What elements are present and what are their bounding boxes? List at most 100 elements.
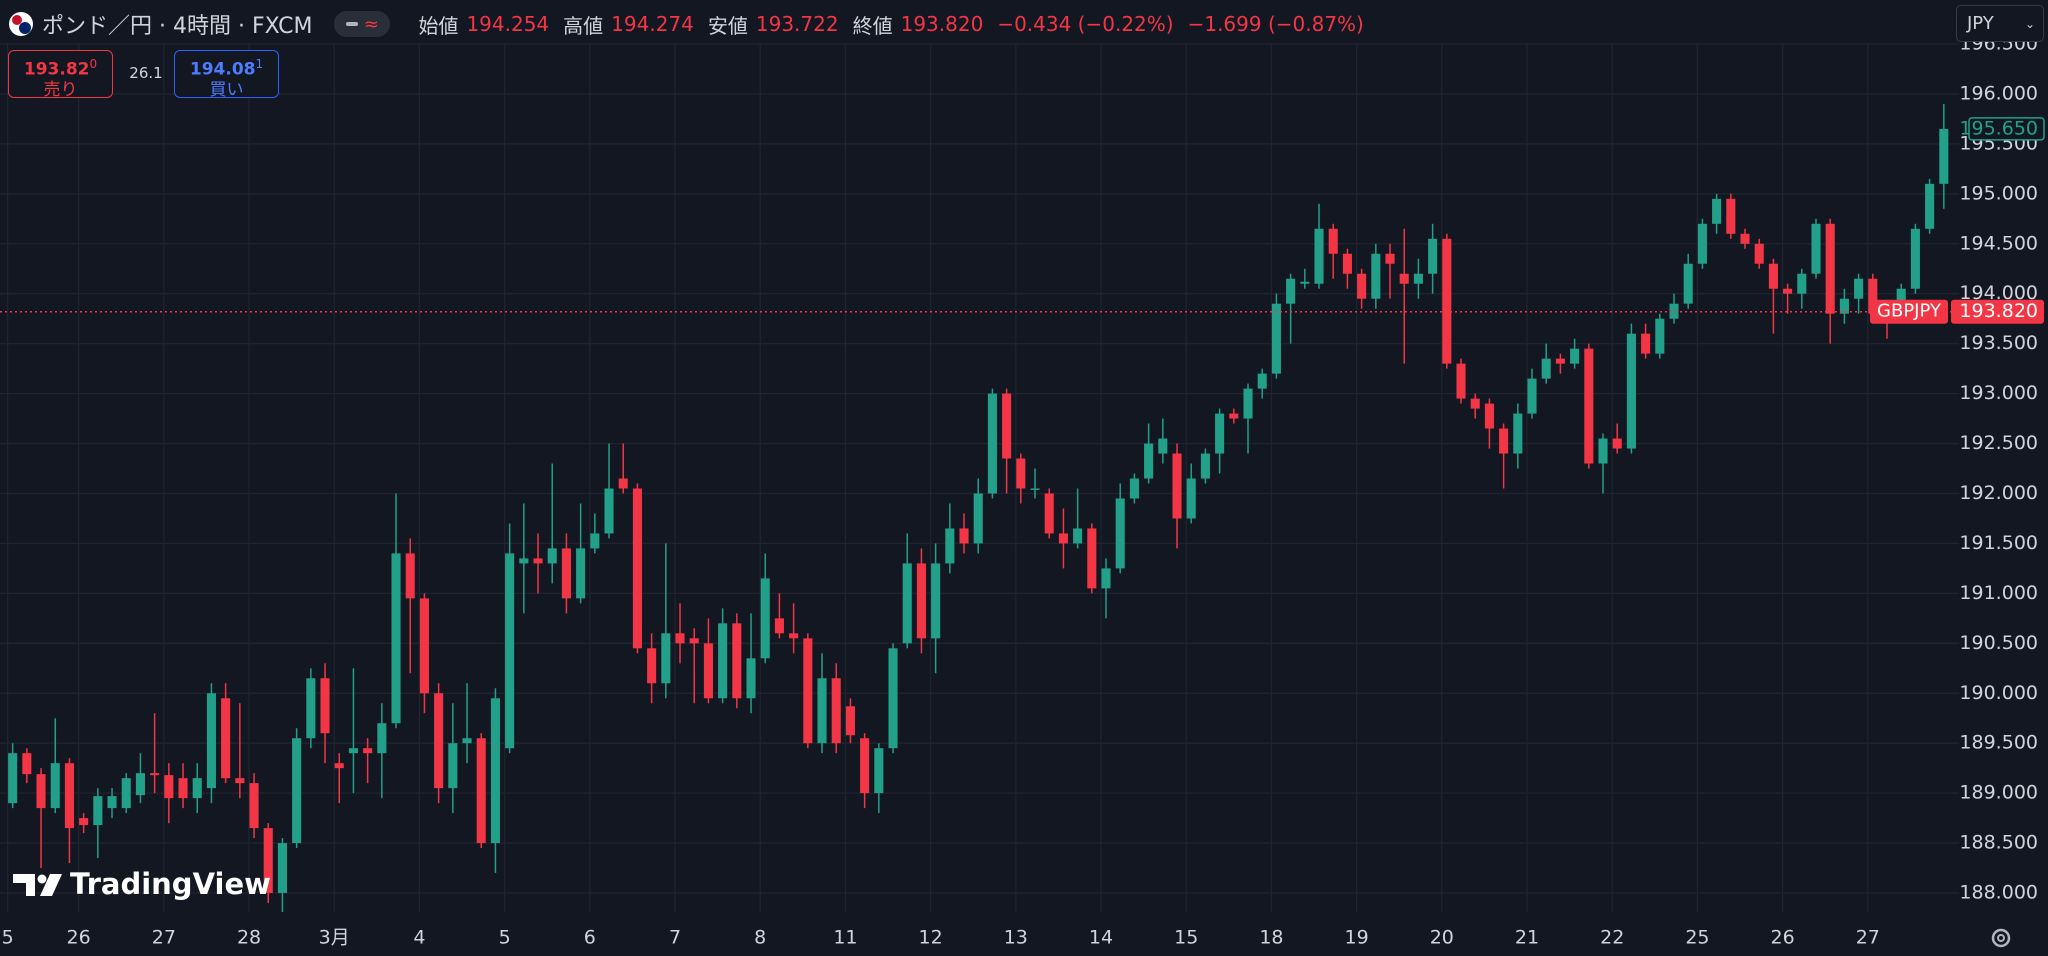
candle-body [1456,363,1466,399]
y-tick-label: 190.500 [1959,632,2038,654]
candle-body [505,553,515,749]
candle-body [1527,378,1537,414]
change: −1.699 (−0.87%) [1187,12,1364,36]
candle-body [476,738,486,844]
candle-body [263,828,273,894]
sell-label: 売り [43,79,78,100]
candle-body [789,633,799,639]
x-tick-label: 14 [1089,927,1113,949]
x-tick-label: 25 [1685,927,1709,949]
y-tick-label: 194.000 [1959,282,2038,304]
legend-bar: ポンド／円 · 4時間 · FXCM ≈ 始値 194.254 高値 194.274… [8,6,1364,42]
candle-body [675,633,685,644]
x-tick-label: 21 [1515,927,1539,949]
candle-body [1854,278,1864,299]
candle-body [1300,281,1310,284]
sell-button[interactable]: 193.820 売り [8,50,113,100]
candle-body [760,578,770,659]
y-tick-label: 193.000 [1959,382,2038,404]
candle-body [1215,413,1225,454]
candle-body [817,678,827,744]
buy-price: 194.08 [189,59,256,80]
plot-area [0,103,1959,912]
candle-body [36,774,46,809]
gear[interactable] [1991,928,2011,948]
y-tick-label: 193.500 [1959,332,2038,354]
high-tag-text: 195.650 [1959,117,2038,139]
candle-body [703,643,713,699]
x-tick-label: 26 [1771,927,1795,949]
candle-body [1570,348,1580,364]
candle-body [1697,223,1707,264]
candle-body [1314,228,1324,284]
candle-body [973,493,983,544]
ohlc-label: 終値 [852,13,893,38]
settings-icon[interactable] [1991,928,2011,948]
toggle[interactable]: ≈ [334,11,391,37]
symbol-tag-text: GBPJPY [1877,301,1942,322]
x-tick-label: 13 [1004,927,1028,949]
candle-body [93,796,103,826]
candle-body [490,698,500,844]
candle-body [1129,478,1139,499]
candle-body [1925,183,1935,229]
candle-body [1328,228,1338,254]
candle-body [604,488,614,534]
grid [0,43,1959,912]
candle-body [803,638,813,744]
candle-body [1740,233,1750,244]
candle-body [448,743,458,789]
candle-body [1229,413,1239,419]
ohlc-label: 始値 [418,13,459,38]
gear-hub [1997,934,2005,942]
candle-body [206,693,216,789]
change: −0.434 (−0.22%) [997,12,1174,36]
currency: JPY [1967,13,1994,34]
candle-body [1172,453,1182,519]
sell-price-sup: 0 [89,57,98,71]
candle-body [1655,318,1665,354]
candle-body [547,548,557,564]
candle-body [1626,333,1636,449]
candle-body [1271,303,1281,374]
candle-body [1669,303,1679,319]
candle-body [1470,398,1480,409]
y-tick-label: 196.000 [1959,82,2038,104]
candle-body [107,796,117,809]
candle-body [64,763,74,829]
symbol-title[interactable]: ポンド／円 · 4時間 · FXCM [42,14,313,39]
candle-body [1115,498,1125,569]
candle-body [1712,198,1722,224]
y-tick-label: 195.000 [1959,182,2038,204]
logo-text: TradingView [70,867,271,901]
candle-body [1002,393,1012,459]
buy-button[interactable]: 194.081 買い [174,50,279,100]
y-tick-label: 190.000 [1959,682,2038,704]
x-tick-label: 27 [1856,927,1880,949]
candle-body [249,783,259,829]
flag [12,15,22,25]
candle-body [1839,298,1849,314]
candle-body [618,478,628,489]
candle-body [888,648,898,749]
x-tick-label: 8 [754,927,766,949]
candle-body [845,706,855,736]
candle-body [150,773,160,776]
candle-body [774,618,784,634]
candle-body [931,563,941,639]
candle-body [1413,273,1423,284]
candle-body [1584,348,1594,464]
candle-body [79,818,89,826]
y-tick-label: 188.000 [1959,882,2038,904]
candle-body [916,563,926,639]
ohlc-label: 安値 [707,13,748,38]
x-tick-label: 27 [152,927,176,949]
candle-body [1243,388,1253,419]
candle-body [121,778,131,809]
candle-body [1726,198,1736,234]
y-tick-label: 194.500 [1959,232,2038,254]
y-tick-label: 192.500 [1959,432,2038,454]
candle-body [1058,533,1068,544]
currency-select[interactable]: JPY ⌄ [1956,5,2044,42]
